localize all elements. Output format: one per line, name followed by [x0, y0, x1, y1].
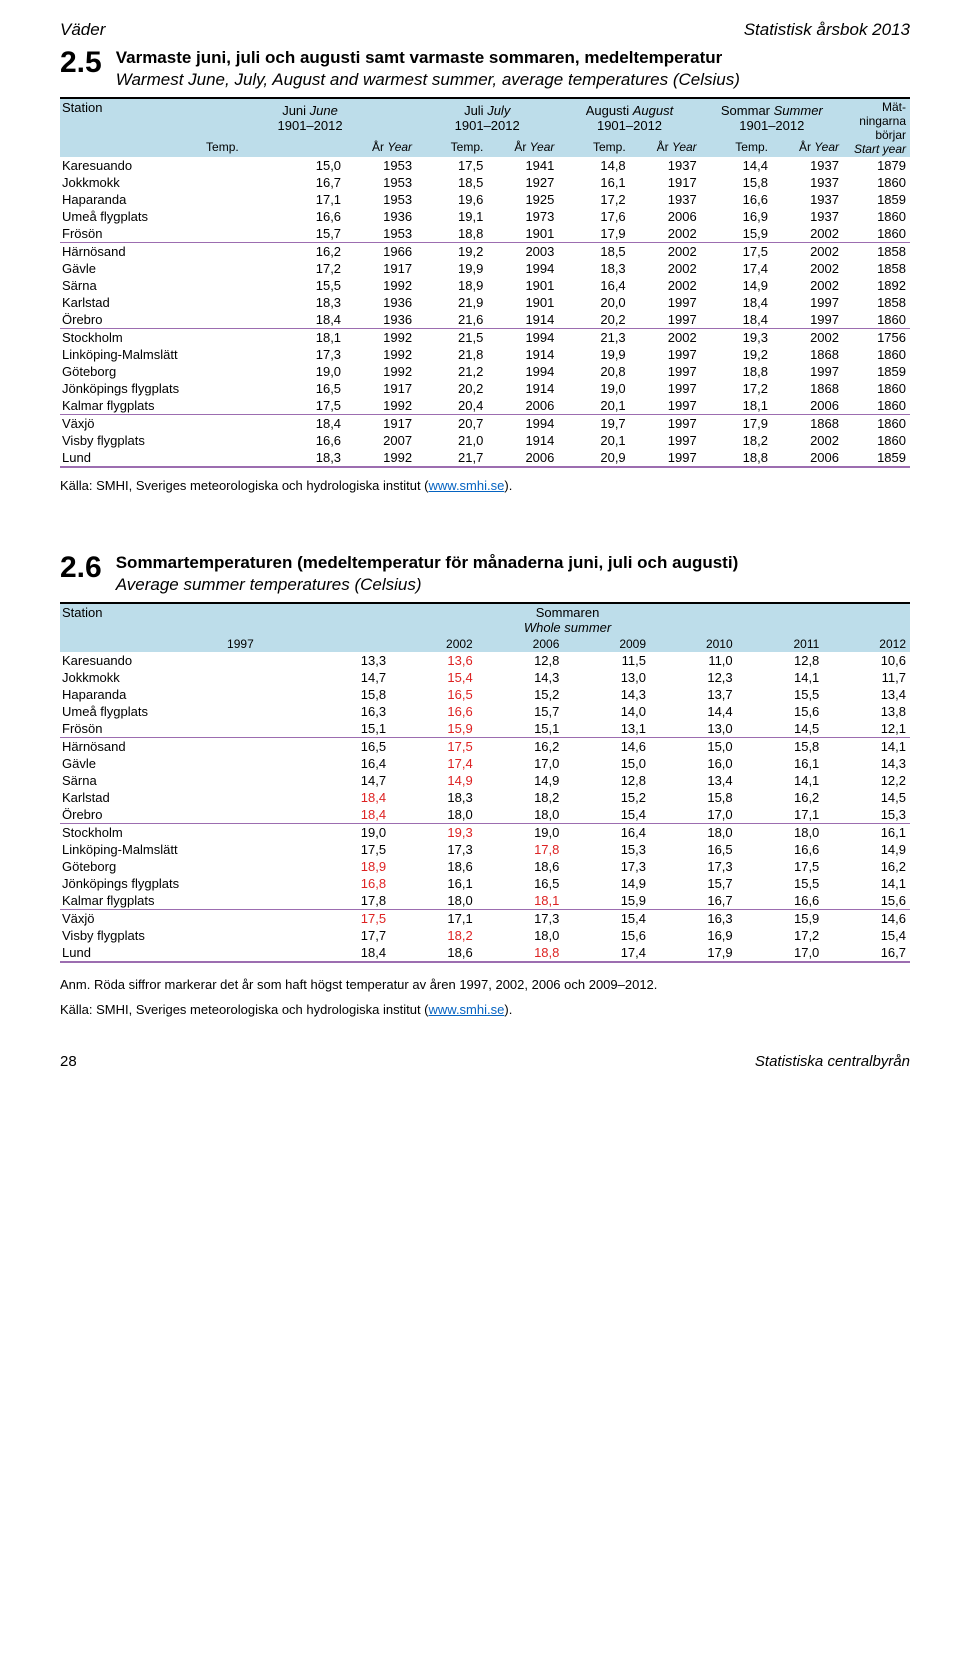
note-2-6: Anm. Röda siffror markerar det år som ha…: [60, 977, 910, 992]
table-row: Gävle17,2191719,9199418,3200217,42002185…: [60, 260, 910, 277]
table-row: Frösön15,115,915,113,113,014,512,1: [60, 720, 910, 737]
table-row: Jokkmokk14,715,414,313,012,314,111,7: [60, 669, 910, 686]
col-juli: Juli July1901–2012: [416, 99, 558, 138]
col-sommar: Sommar Summer1901–2012: [701, 99, 843, 138]
table-row: Visby flygplats16,6200721,0191420,119971…: [60, 432, 910, 449]
section-2-5-heading: 2.5 Varmaste juni, juli och augusti samt…: [60, 48, 910, 91]
table-row: Lund18,418,618,817,417,917,016,7: [60, 944, 910, 961]
table-row: Växjö18,4191720,7199419,7199717,91868186…: [60, 415, 910, 432]
section-title-en: Warmest June, July, August and warmest s…: [116, 70, 910, 90]
col-sommaren: SommarenWhole summer: [225, 604, 910, 636]
table-row: Kalmar flygplats17,818,018,115,916,716,6…: [60, 892, 910, 909]
header-right: Statistisk årsbok 2013: [744, 20, 910, 40]
col-augusti: Augusti August1901–2012: [558, 99, 700, 138]
table-row: Härnösand16,517,516,214,615,015,814,1: [60, 738, 910, 755]
table-row: Frösön15,7195318,8190117,9200215,9200218…: [60, 225, 910, 242]
table-row: Göteborg18,918,618,617,317,317,516,2: [60, 858, 910, 875]
table-row: Visby flygplats17,718,218,015,616,917,21…: [60, 927, 910, 944]
table-row: Haparanda15,816,515,214,313,715,513,4: [60, 686, 910, 703]
table-row: Lund18,3199221,7200620,9199718,820061859: [60, 449, 910, 466]
source-2-6: Källa: SMHI, Sveriges meteorologiska och…: [60, 1002, 910, 1017]
table-row: Växjö17,517,117,315,416,315,914,6: [60, 910, 910, 927]
table-row: Karesuando15,0195317,5194114,8193714,419…: [60, 157, 910, 174]
header-left: Väder: [60, 20, 105, 40]
table-row: Karesuando13,313,612,811,511,012,810,6: [60, 652, 910, 669]
section-number: 2.5: [60, 48, 102, 78]
page-header: Väder Statistisk årsbok 2013: [60, 20, 910, 40]
table-row: Jönköpings flygplats16,816,116,514,915,7…: [60, 875, 910, 892]
table-row: Umeå flygplats16,6193619,1197317,6200616…: [60, 208, 910, 225]
table-row: Kalmar flygplats17,5199220,4200620,11997…: [60, 397, 910, 414]
col-station: Station: [60, 99, 204, 157]
table-row: Haparanda17,1195319,6192517,2193716,6193…: [60, 191, 910, 208]
table-row: Karlstad18,418,318,215,215,816,214,5: [60, 789, 910, 806]
source-link[interactable]: www.smhi.se: [429, 1002, 505, 1017]
page-footer: 28 Statistiska centralbyrån: [60, 1053, 910, 1070]
table-bottom-rule: [60, 961, 910, 963]
section-title-sv: Varmaste juni, juli och augusti samt var…: [116, 48, 910, 68]
table-row: Stockholm18,1199221,5199421,3200219,3200…: [60, 329, 910, 346]
table-2-5: Station Juni June1901–2012 Juli July1901…: [60, 99, 910, 466]
col-juni: Juni June1901–2012: [204, 99, 416, 138]
table-row: Särna15,5199218,9190116,4200214,92002189…: [60, 277, 910, 294]
col-station: Station: [60, 604, 225, 652]
publisher: Statistiska centralbyrån: [755, 1053, 910, 1070]
section-title-sv: Sommartemperaturen (medeltemperatur för …: [116, 553, 910, 573]
table-row: Umeå flygplats16,316,615,714,014,415,613…: [60, 703, 910, 720]
table-row: Särna14,714,914,912,813,414,112,2: [60, 772, 910, 789]
table-row: Jokkmokk16,7195318,5192716,1191715,81937…: [60, 174, 910, 191]
table-row: Jönköpings flygplats16,5191720,2191419,0…: [60, 380, 910, 397]
table-row: Stockholm19,019,319,016,418,018,016,1: [60, 824, 910, 841]
table-2-6: Station SommarenWhole summer 19972002200…: [60, 604, 910, 961]
source-link[interactable]: www.smhi.se: [429, 478, 505, 493]
section-2-6-heading: 2.6 Sommartemperaturen (medeltemperatur …: [60, 553, 910, 596]
table-row: Örebro18,4193621,6191420,2199718,4199718…: [60, 311, 910, 328]
table-row: Örebro18,418,018,015,417,017,115,3: [60, 806, 910, 823]
table-bottom-rule: [60, 466, 910, 468]
table-row: Linköping-Malmslätt17,517,317,815,316,51…: [60, 841, 910, 858]
table-row: Härnösand16,2196619,2200318,5200217,5200…: [60, 243, 910, 260]
page-number: 28: [60, 1053, 77, 1070]
section-title-en: Average summer temperatures (Celsius): [116, 575, 910, 595]
table-row: Linköping-Malmslätt17,3199221,8191419,91…: [60, 346, 910, 363]
table-row: Karlstad18,3193621,9190120,0199718,41997…: [60, 294, 910, 311]
col-startyear: Mät-ningarnabörjarStart year: [843, 99, 910, 157]
table-row: Göteborg19,0199221,2199420,8199718,81997…: [60, 363, 910, 380]
table-row: Gävle16,417,417,015,016,016,114,3: [60, 755, 910, 772]
source-2-5: Källa: SMHI, Sveriges meteorologiska och…: [60, 478, 910, 493]
section-number: 2.6: [60, 553, 102, 583]
